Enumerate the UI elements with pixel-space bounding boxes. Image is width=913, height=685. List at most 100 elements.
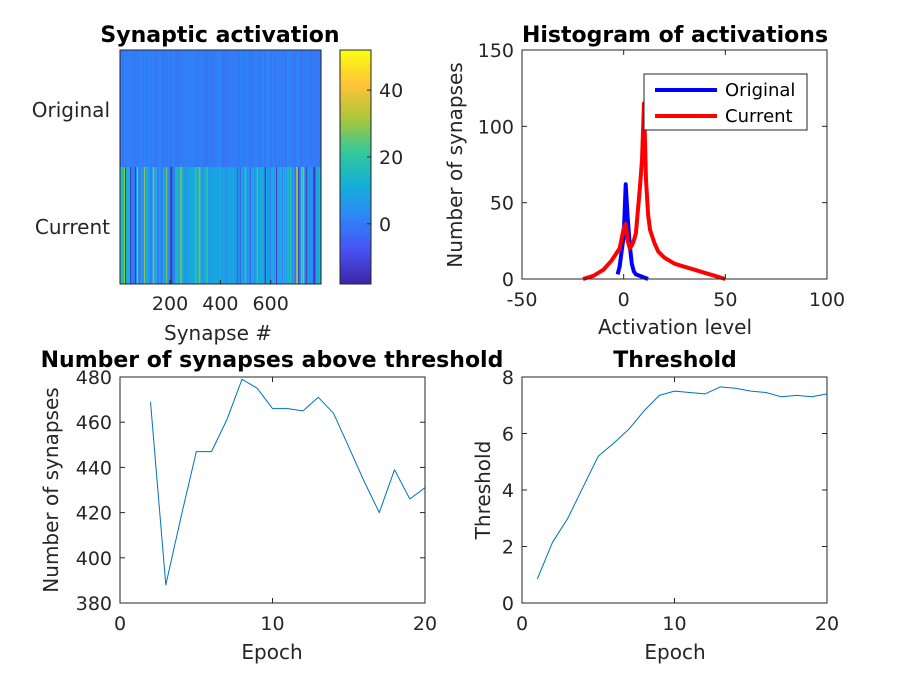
heatmap-cell [161, 50, 163, 167]
heatmap-cell [246, 50, 249, 167]
heatmap-cell [275, 50, 278, 167]
heatmap-cell [120, 167, 122, 284]
colorbar-segment [340, 68, 371, 73]
heatmap-cell [212, 167, 214, 284]
colorbar-segment [340, 126, 371, 131]
heatmap-cell [251, 167, 254, 284]
heatmap-cell [182, 50, 184, 167]
heatmap-cell [145, 167, 147, 284]
synapses-plot-area: 0 10 20 380 400 420 440 460 480 [76, 367, 437, 635]
heatmap-cell [247, 50, 250, 167]
heatmap-cell [231, 50, 234, 167]
colorbar-segment [340, 280, 371, 285]
heatmap-cell [279, 167, 282, 284]
heatmap-cell [283, 50, 285, 167]
heatmap-cell [139, 50, 141, 167]
colorbar-segment [340, 115, 371, 120]
heatmap-cell [301, 167, 303, 284]
heatmap-cell [151, 167, 153, 284]
heatmap-cell [209, 167, 211, 284]
heatmap-cell [287, 167, 289, 284]
heatmap-cell [211, 50, 213, 167]
colorbar-segment [340, 214, 371, 219]
heatmap-cell [306, 50, 308, 167]
heatmap-cell [150, 50, 152, 167]
heatmap-cell [167, 167, 169, 284]
heatmap-cell [140, 167, 142, 284]
heatmap-cell [200, 167, 202, 284]
y-tick-label: 0 [502, 593, 514, 615]
heatmap-cell [196, 50, 198, 167]
heatmap-cell [142, 50, 144, 167]
heatmap-cell [228, 50, 230, 167]
heatmap-cell [186, 167, 188, 284]
heatmap-cell [259, 167, 262, 284]
heatmap-cell [162, 50, 164, 167]
heatmap-cell [171, 167, 173, 284]
heatmap-cell [218, 50, 220, 167]
x-tick-label: -50 [506, 289, 537, 311]
heatmap-cell [200, 50, 202, 167]
heatmap-cell [230, 50, 232, 167]
heatmap-cell [134, 167, 136, 284]
colorbar-segment [340, 97, 371, 102]
heatmap-cell [157, 50, 159, 167]
heatmap-cell [155, 50, 157, 167]
heatmap-cell [306, 167, 308, 284]
colorbar-segment [340, 177, 371, 183]
heatmap-cell [312, 50, 314, 167]
heatmap-cell [296, 50, 298, 167]
heatmap-cell [160, 50, 162, 167]
heatmap-cell [230, 167, 232, 284]
heatmap-cell [297, 167, 299, 284]
heatmap-cell [250, 50, 253, 167]
plot-background [522, 377, 827, 603]
heatmap-cell [272, 50, 275, 167]
heatmap-cell [165, 167, 167, 284]
colorbar-segment [340, 218, 371, 223]
heatmap-cell [256, 167, 259, 284]
colorbar-segment [340, 152, 371, 157]
colorbar-segment [340, 225, 371, 230]
colorbar-segment [340, 188, 371, 194]
heatmap-cell [147, 167, 149, 284]
heatmap-cell [161, 167, 163, 284]
heatmap-cell [148, 50, 150, 167]
heatmap-cell [190, 50, 192, 167]
colorbar-segment [340, 240, 371, 245]
heatmap-cell [188, 50, 190, 167]
heatmap-cell [208, 167, 210, 284]
heatmap-cell [233, 50, 236, 167]
heatmap-cell [257, 50, 260, 167]
heatmap-cell [299, 167, 301, 284]
heatmap-cell [166, 167, 168, 284]
x-tick-label: 10 [260, 613, 284, 635]
heatmap-cell [238, 50, 241, 167]
heatmap-cell [123, 167, 125, 284]
heatmap-cell [181, 50, 183, 167]
heatmap-cell [136, 50, 138, 167]
panel-synaptic-activation: Synaptic activation Original Current 200… [32, 23, 403, 345]
y-tick-label: 150 [478, 40, 514, 62]
x-tick-label: 50 [713, 289, 737, 311]
legend-label-current: Current [725, 106, 793, 127]
heatmap-cell [137, 50, 139, 167]
heatmap-cell [197, 50, 199, 167]
heatmap-cell [148, 167, 150, 284]
heatmap-cell [159, 167, 161, 284]
heatmap-cell [149, 167, 151, 284]
heatmap-cell [310, 167, 312, 284]
heatmap-cell [281, 50, 283, 167]
heatmap-cell [240, 167, 243, 284]
histogram-title: Histogram of activations [522, 23, 828, 48]
colorbar-segment [340, 199, 371, 205]
heatmap-cell [178, 167, 180, 284]
heatmap-cell [141, 167, 143, 284]
x-tick-label: 100 [809, 289, 845, 311]
heatmap-cell [176, 167, 178, 284]
heatmap-cell [237, 50, 240, 167]
heatmap-cell [305, 167, 307, 284]
plot-background [120, 377, 425, 603]
heatmap-cell [132, 167, 134, 284]
colorbar-segment [340, 93, 371, 99]
